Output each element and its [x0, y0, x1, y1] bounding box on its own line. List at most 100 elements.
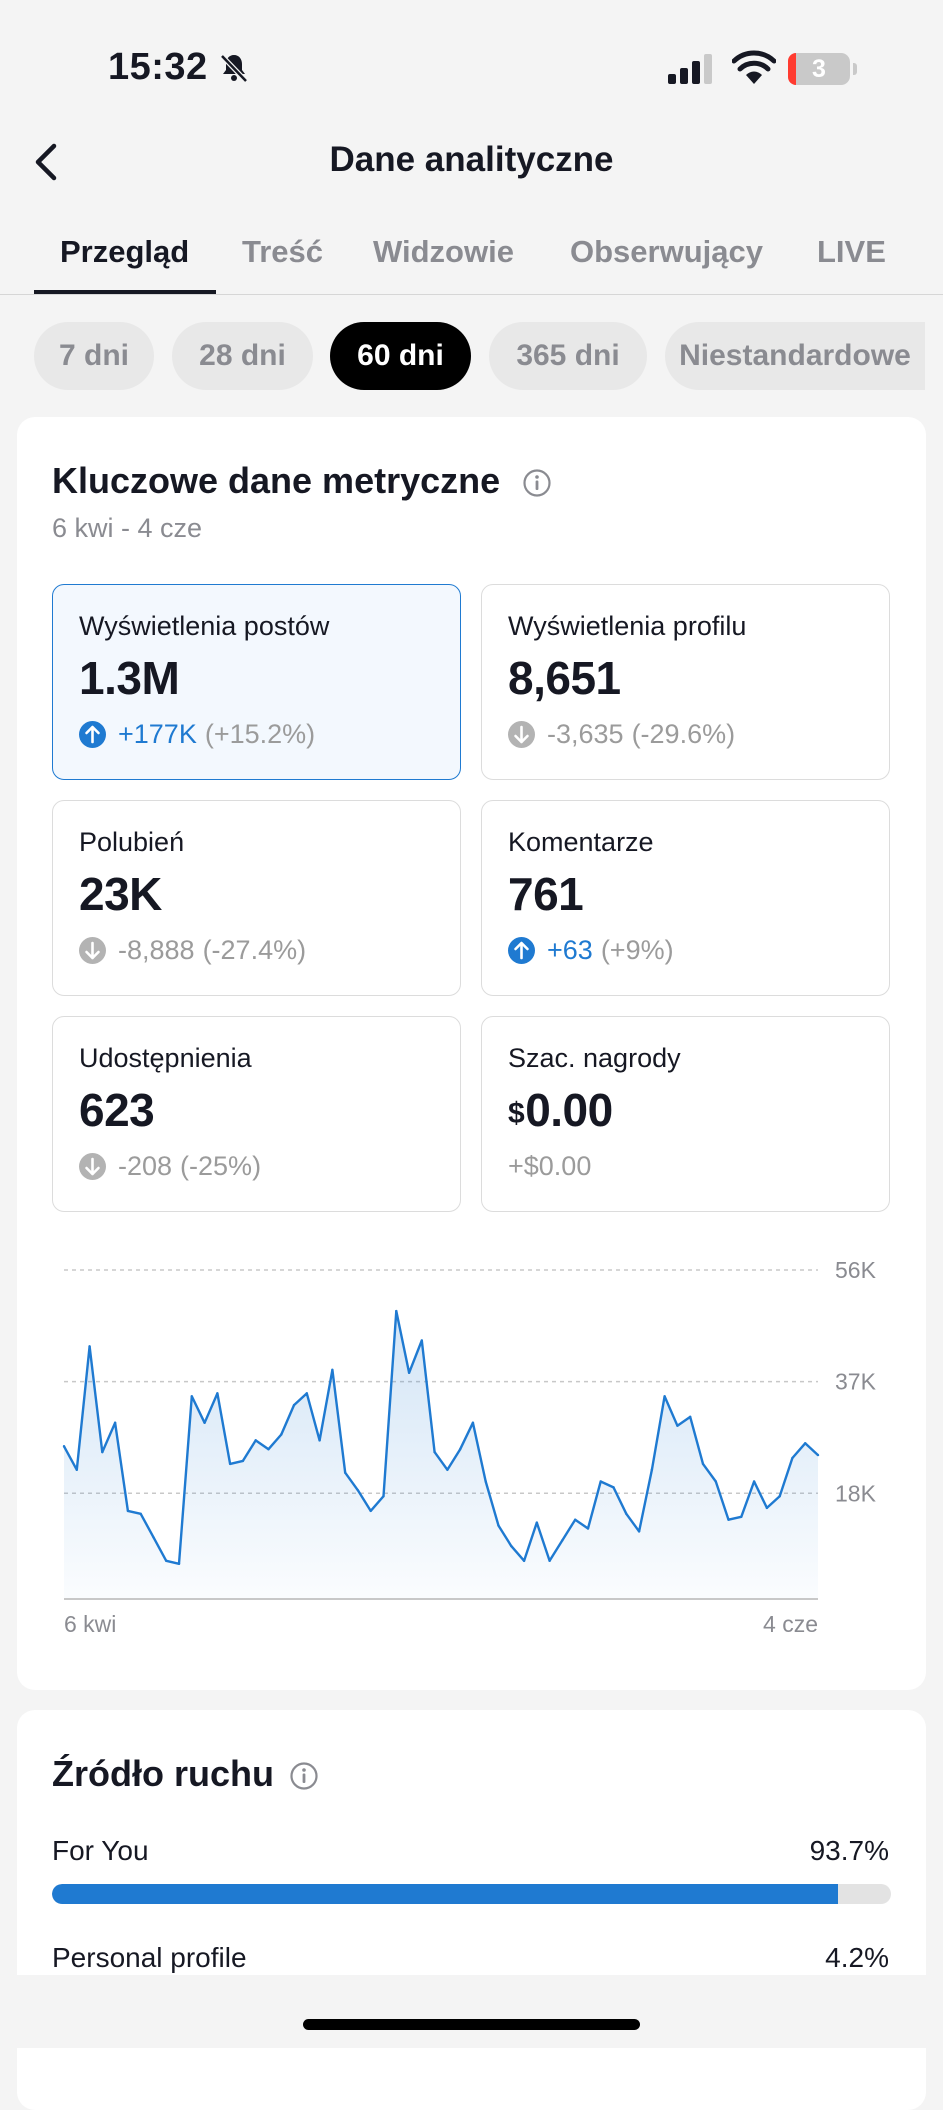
back-arrow-icon[interactable] [30, 140, 66, 184]
chart-line [62, 1309, 819, 1565]
traffic-progress-track [52, 1884, 891, 1904]
wifi-icon [732, 50, 776, 84]
data-point [356, 1489, 360, 1492]
metric-comments[interactable]: Komentarze 761 +63 (+9%) [481, 800, 890, 996]
data-point [446, 1468, 449, 1471]
battery-tip [853, 63, 857, 75]
data-point [101, 1450, 104, 1454]
period-365-days[interactable]: 365 dni [489, 322, 647, 390]
data-point [816, 1453, 820, 1457]
battery-level: 3 [812, 55, 826, 83]
metric-value: $0.00 [508, 1083, 613, 1137]
data-point [395, 1309, 398, 1313]
traffic-source-percent: 93.7% [809, 1835, 889, 1866]
currency-symbol: $ [508, 1097, 525, 1130]
data-point [752, 1480, 756, 1483]
data-point [740, 1515, 743, 1518]
data-point [267, 1447, 270, 1451]
metric-likes[interactable]: Polubień 23K -8,888 (-27.4%) [52, 800, 461, 996]
data-point [139, 1512, 142, 1516]
data-point [561, 1539, 564, 1542]
post-views-chart: 56K 37K 18K 6 kwi 4 cze [62, 1257, 877, 1637]
tab-overview[interactable]: Przegląd [60, 234, 190, 269]
period-60-days[interactable]: 60 dni [330, 322, 471, 390]
data-point [113, 1421, 117, 1424]
data-point [778, 1494, 781, 1498]
metric-delta-percent: (+15.2%) [204, 719, 316, 749]
data-point [382, 1494, 385, 1498]
metric-post-views[interactable]: Wyświetlenia postów 1.3M +177K (+15.2%) [52, 584, 461, 780]
data-point [510, 1544, 513, 1548]
arrow-down-icon [508, 721, 535, 748]
data-point [88, 1345, 91, 1348]
metric-profile-views[interactable]: Wyświetlenia profilu 8,651 -3,635 (-29.6… [481, 584, 890, 780]
data-point [676, 1424, 679, 1427]
info-icon[interactable] [522, 468, 552, 498]
data-point [791, 1456, 794, 1460]
data-point [62, 1445, 66, 1448]
tab-live[interactable]: LIVE [817, 234, 886, 269]
data-point [343, 1471, 347, 1474]
traffic-source-percent: 4.2% [825, 1942, 889, 1973]
metric-delta-percent: (-25%) [180, 1151, 262, 1181]
metric-delta-percent: (-29.6%) [631, 719, 736, 749]
metric-delta-value: +177K [118, 719, 197, 749]
arrow-down-icon [79, 1153, 106, 1180]
period-28-days[interactable]: 28 dni [172, 322, 313, 390]
metric-delta: -8,888 (-27.4%) [79, 935, 306, 966]
data-point [650, 1468, 654, 1471]
active-tab-indicator [34, 290, 216, 294]
x-axis-start-label: 6 kwi [64, 1611, 116, 1637]
data-point [548, 1559, 551, 1563]
data-point [280, 1433, 283, 1436]
x-axis-end-label: 4 cze [763, 1611, 818, 1637]
metric-value: 1.3M [79, 652, 180, 704]
metric-label: Wyświetlenia postów [79, 611, 330, 641]
data-point [497, 1524, 500, 1527]
metric-shares[interactable]: Udostępnienia 623 -208 (-25%) [52, 1016, 461, 1212]
bottom-safe-area [0, 1975, 943, 2048]
tab-viewers[interactable]: Widzowie [373, 234, 514, 269]
metric-value: 761 [508, 868, 584, 920]
metric-label: Udostępnienia [79, 1043, 252, 1073]
data-point [804, 1442, 807, 1445]
data-point [216, 1392, 219, 1395]
metric-delta-value: +$0.00 [508, 1151, 592, 1181]
data-point [765, 1506, 769, 1510]
data-point [522, 1559, 526, 1563]
metric-value: 23K [79, 868, 162, 920]
metric-delta: +177K (+15.2%) [79, 719, 315, 750]
page-title: Dane analityczne [329, 140, 614, 179]
period-custom[interactable]: Niestandardowe [665, 322, 925, 390]
metric-label: Komentarze [508, 827, 654, 857]
data-point [407, 1371, 411, 1375]
data-point [586, 1527, 590, 1530]
metric-label: Polubień [79, 827, 185, 857]
data-point [75, 1468, 78, 1471]
data-point [471, 1421, 475, 1424]
info-icon[interactable] [289, 1761, 319, 1791]
data-point [190, 1395, 193, 1398]
data-point [701, 1462, 705, 1466]
period-7-days[interactable]: 7 dni [34, 322, 154, 390]
data-point [305, 1392, 309, 1395]
data-point [714, 1480, 717, 1483]
tab-content[interactable]: Treść [242, 234, 324, 269]
tabs-divider [0, 294, 943, 295]
data-point [126, 1509, 130, 1513]
metric-delta: -208 (-25%) [79, 1151, 261, 1182]
metric-delta: -3,635 (-29.6%) [508, 719, 735, 750]
bell-muted-icon [220, 54, 248, 83]
data-point [573, 1518, 577, 1521]
signal-icon [668, 54, 712, 84]
data-point [292, 1403, 296, 1407]
metric-label: Szac. nagrody [508, 1043, 681, 1073]
tab-followers[interactable]: Obserwujący [570, 234, 763, 269]
arrow-down-icon [79, 937, 106, 964]
data-point [689, 1415, 692, 1419]
traffic-source-label: Personal profile [52, 1942, 247, 1973]
metric-estimated-rewards[interactable]: Szac. nagrody $0.00 +$0.00 [481, 1016, 890, 1212]
y-tick-label: 37K [835, 1369, 877, 1395]
data-point [727, 1518, 730, 1521]
metric-value-number: 0.00 [525, 1084, 613, 1136]
